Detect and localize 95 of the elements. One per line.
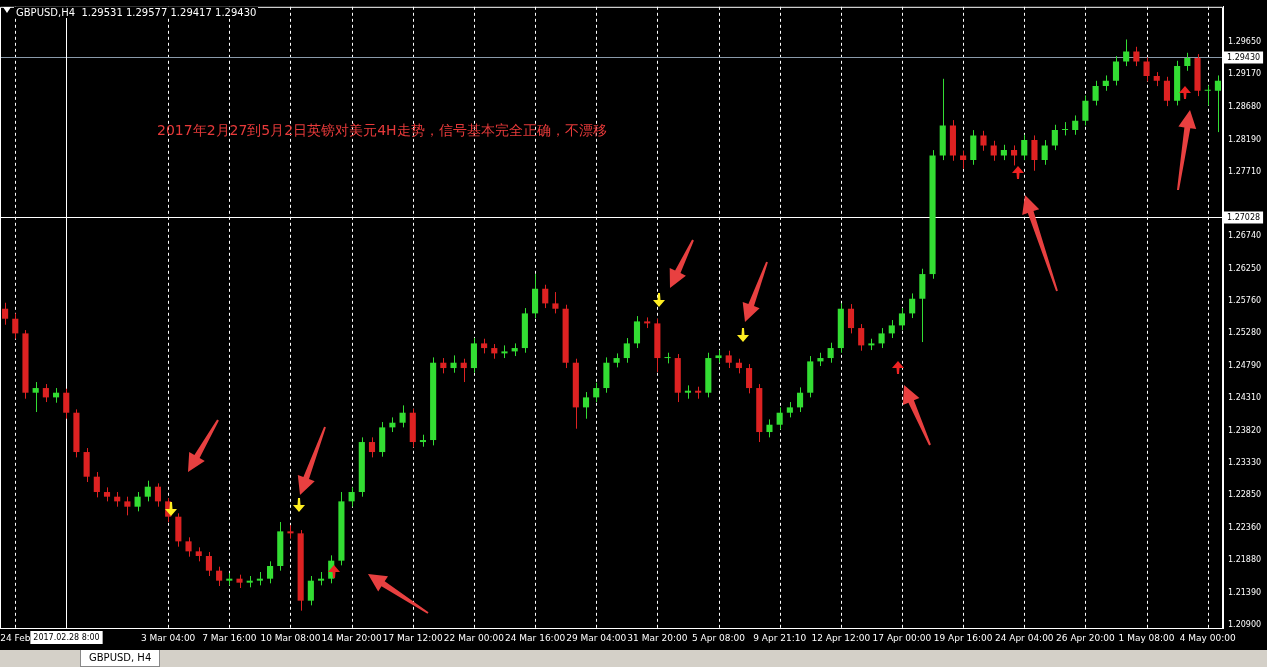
x-tick-label: 17 Mar 12:00 — [382, 632, 444, 643]
candlestick — [2, 302, 9, 326]
y-tick-label: 1.21390 — [1228, 587, 1262, 597]
x-tick-label: 24 Apr 04:00 — [994, 632, 1054, 643]
candlestick — [124, 496, 131, 516]
candlestick — [63, 388, 70, 420]
candlestick — [93, 471, 100, 498]
candlestick — [898, 307, 906, 331]
y-tick-label: 1.28190 — [1228, 134, 1262, 144]
y-tick-label: 1.24310 — [1228, 393, 1262, 403]
candlestick — [185, 536, 192, 558]
candlestick — [847, 303, 855, 334]
candlestick — [287, 524, 294, 540]
candlestick — [623, 337, 630, 364]
x-tick-label: 19 Apr 16:00 — [933, 632, 993, 643]
candlestick — [1021, 134, 1028, 161]
x-tick-label: 10 Mar 08:00 — [260, 632, 321, 643]
y-tick-label: 1.23330 — [1228, 458, 1262, 468]
candlestick — [216, 566, 223, 587]
y-tick-label: 1.25280 — [1228, 328, 1262, 338]
candlestick — [348, 486, 355, 508]
candlestick — [1082, 94, 1089, 126]
candlestick — [684, 384, 691, 400]
candlestick — [827, 342, 834, 364]
candlestick — [1031, 134, 1038, 172]
candlestick — [746, 363, 753, 394]
chart-title: GBPUSD,H4 1.29531 1.29577 1.29417 1.29430 — [14, 7, 259, 18]
y-tick-label: 1.29170 — [1228, 69, 1262, 79]
candlestick — [858, 323, 865, 352]
x-tick-label: 12 Apr 12:00 — [811, 632, 871, 643]
x-tick-label: 22 Mar 00:00 — [443, 632, 505, 643]
x-tick-label: 24 Feb — [0, 632, 31, 643]
candlestick — [307, 575, 314, 606]
candlestick — [593, 382, 600, 403]
candlestick — [990, 140, 997, 162]
x-tick-label: 3 Mar 04:00 — [140, 632, 196, 643]
candlestick — [154, 482, 162, 508]
candlestick — [1011, 144, 1018, 166]
y-tick-label: 1.26740 — [1228, 231, 1262, 241]
ref-line-label: 1.27028 — [1227, 212, 1261, 222]
candlestick — [1061, 121, 1069, 136]
x-tick-label: 7 Mar 16:00 — [202, 632, 257, 643]
x-tick-label: 1 May 08:00 — [1118, 632, 1175, 643]
candlestick — [633, 315, 641, 349]
y-tick-label: 1.27710 — [1228, 166, 1262, 176]
candlestick — [980, 130, 987, 152]
y-tick-label: 1.26250 — [1228, 263, 1262, 273]
candlestick — [1112, 55, 1120, 86]
y-tick-label: 1.25760 — [1228, 296, 1262, 306]
y-tick-label: 1.22850 — [1228, 490, 1262, 500]
x-tick-label: 4 May 00:00 — [1179, 632, 1236, 643]
x-tick-label: 29 Mar 04:00 — [566, 632, 627, 643]
candlestick — [205, 551, 212, 577]
candlestick — [1092, 80, 1099, 106]
y-tick-label: 1.21880 — [1228, 555, 1262, 565]
candlestick — [1041, 139, 1048, 166]
candlestick — [909, 292, 916, 319]
x-tick-label: 2017.02.28 8:00 — [33, 633, 100, 643]
candlestick — [1072, 114, 1079, 136]
candlestick — [399, 404, 406, 428]
y-tick-label: 1.24790 — [1228, 361, 1262, 371]
candlestick — [582, 391, 590, 420]
candlestick — [796, 386, 804, 413]
candlestick — [776, 406, 783, 430]
x-tick-label: 9 Apr 21:10 — [753, 632, 807, 643]
candlestick — [12, 312, 19, 340]
y-tick-label: 1.28680 — [1228, 101, 1262, 111]
candlestick — [134, 491, 141, 512]
candlestick — [368, 436, 376, 458]
x-tick-label: 17 Apr 00:00 — [872, 632, 932, 643]
x-tick-label: 5 Apr 08:00 — [692, 632, 746, 643]
x-tick-label: 24 Mar 16:00 — [505, 632, 566, 643]
candlestick — [1123, 38, 1130, 67]
y-tick-label: 1.29650 — [1228, 37, 1262, 47]
annotation: 2017年2月27到5月2日英镑对美元4H走势，信号基本完全正确，不漂移 — [157, 122, 607, 140]
candlestick — [460, 358, 467, 383]
candlestick — [144, 480, 151, 502]
y-tick-label: 1.23820 — [1228, 425, 1262, 435]
candlestick — [878, 327, 885, 349]
candlestick — [1163, 76, 1170, 107]
candlestick — [32, 381, 39, 413]
y-tick-label: 1.22360 — [1228, 523, 1262, 533]
x-tick-label: 31 Mar 20:00 — [627, 632, 688, 643]
candlestick — [1143, 56, 1150, 82]
candlestick — [1051, 124, 1058, 151]
candlestick — [1133, 46, 1140, 67]
candlestick — [542, 284, 549, 309]
x-tick-label: 26 Apr 20:00 — [1056, 632, 1116, 643]
candlestick — [1214, 74, 1221, 133]
candlestick — [267, 560, 274, 584]
ref-line-label: 1.29430 — [1227, 52, 1261, 62]
candlestick — [1204, 84, 1211, 106]
x-tick-label: 14 Mar 20:00 — [321, 632, 382, 643]
candlestick — [552, 291, 559, 314]
y-tick-label: 1.20900 — [1228, 620, 1262, 630]
